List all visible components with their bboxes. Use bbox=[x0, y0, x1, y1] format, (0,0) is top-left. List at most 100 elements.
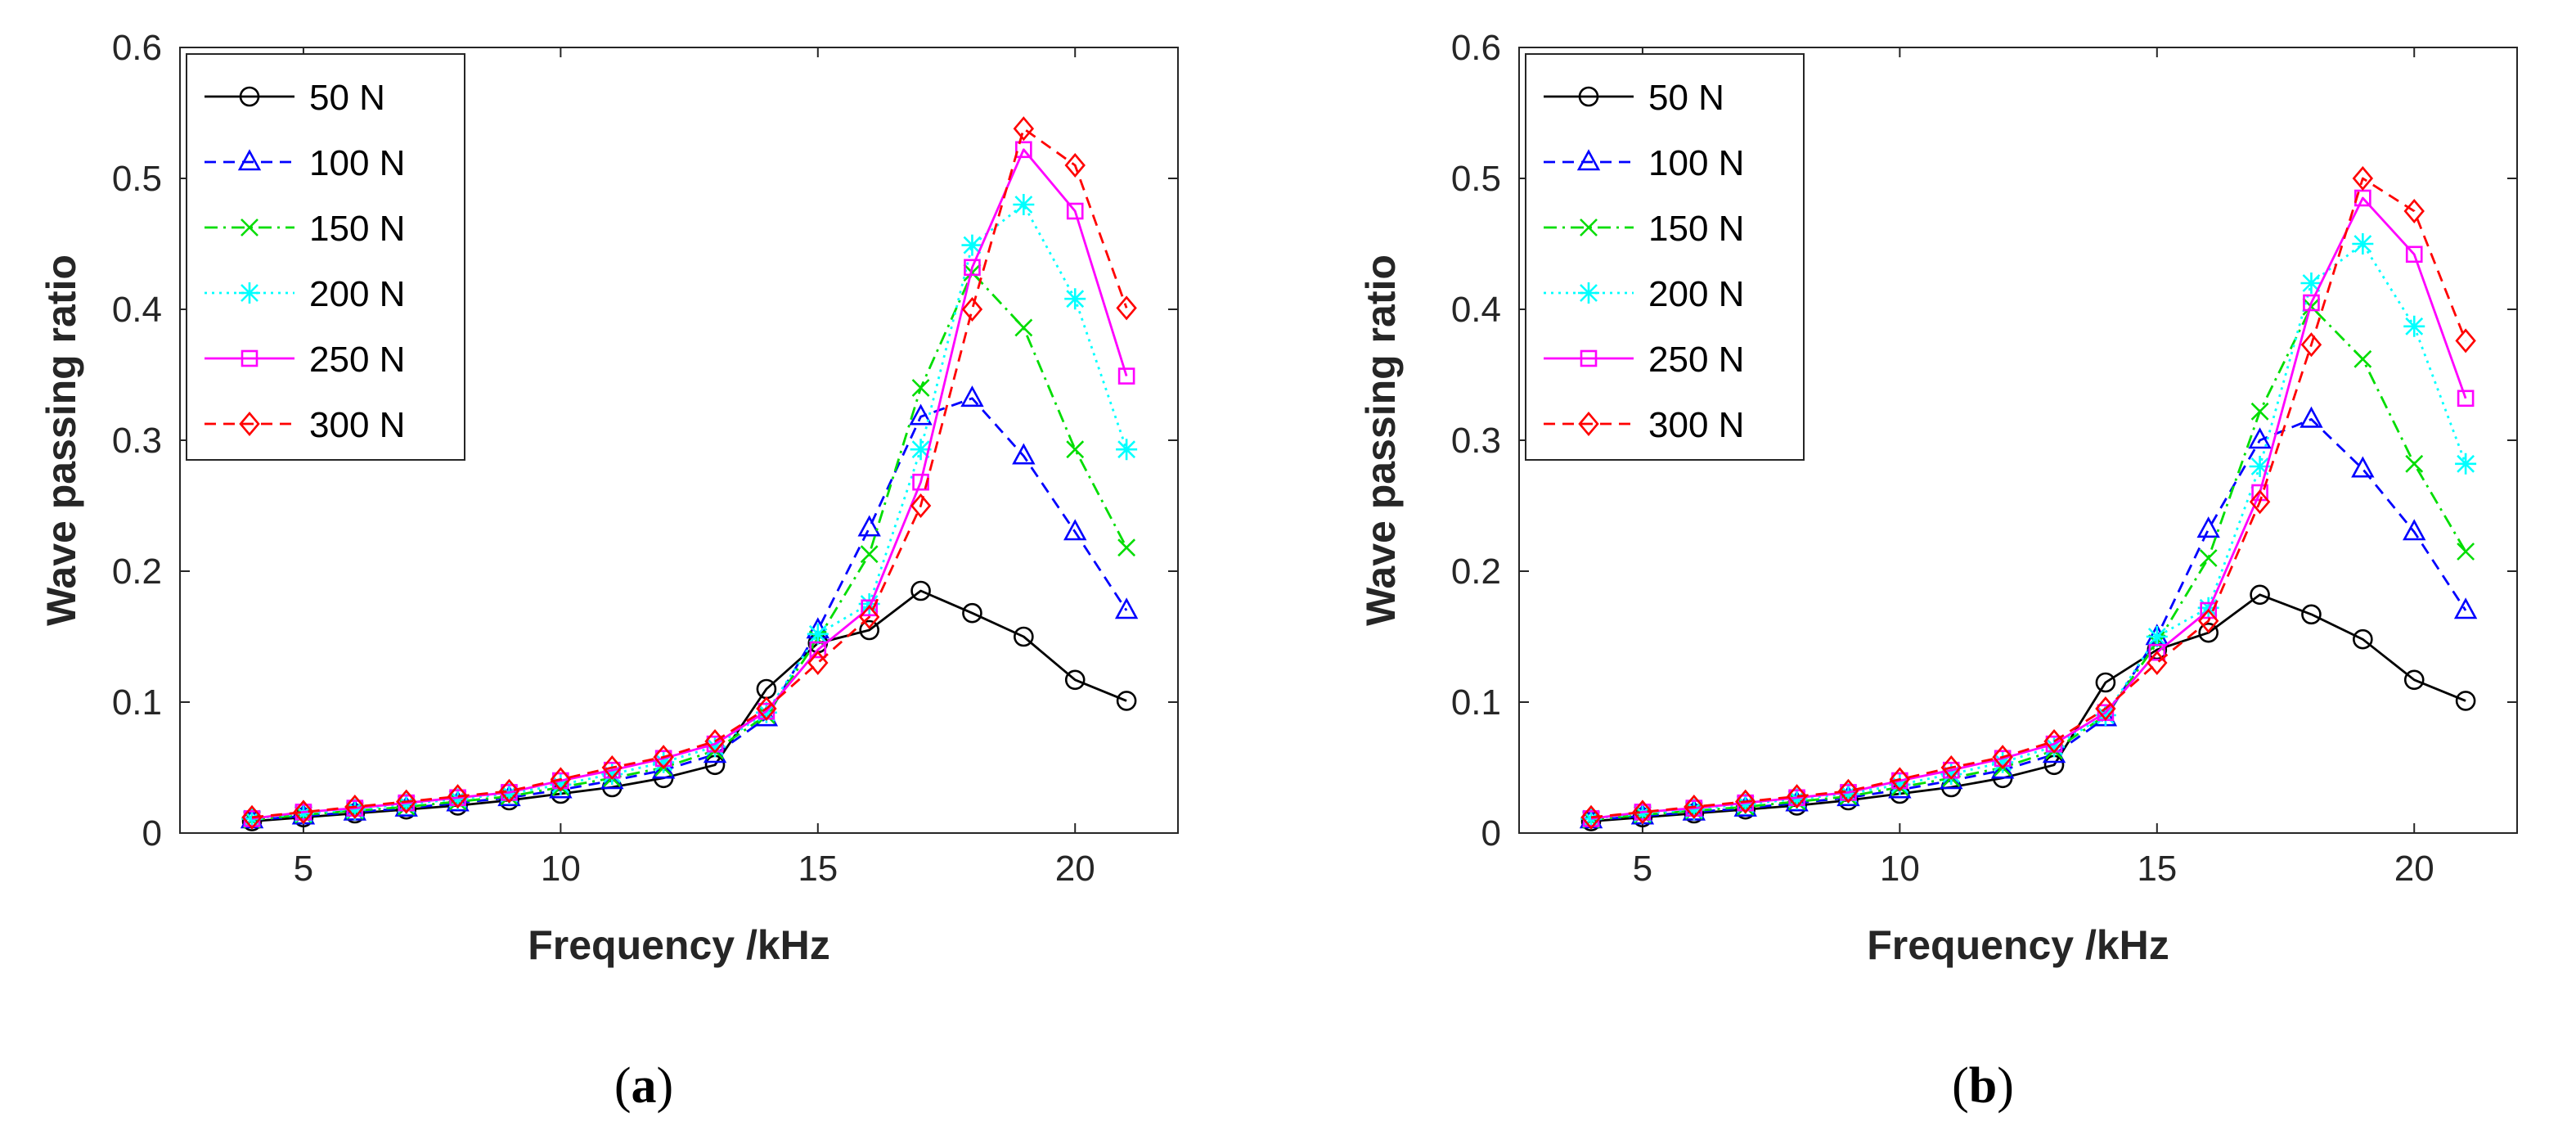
series-markers-b-3 bbox=[1580, 233, 2477, 830]
data-point-a-3-0 bbox=[241, 808, 263, 830]
data-point-b-4-17 bbox=[2457, 390, 2475, 408]
data-point-b-3-11 bbox=[2146, 626, 2168, 647]
legend-label-b-0: 50 N bbox=[1648, 78, 1724, 118]
data-point-b-0-15 bbox=[2353, 628, 2373, 650]
x-tick-label-a-0: 5 bbox=[294, 849, 313, 889]
data-point-a-3-15 bbox=[1013, 194, 1035, 215]
legend-marker-b-5 bbox=[1578, 411, 1599, 437]
y-tick-label-a-5: 0.5 bbox=[112, 159, 162, 199]
data-point-a-3-6 bbox=[550, 773, 572, 795]
data-point-a-4-16 bbox=[1066, 202, 1084, 220]
data-point-a-3-1 bbox=[292, 803, 314, 824]
x-tick-label-a-1: 10 bbox=[541, 849, 581, 889]
data-point-a-3-7 bbox=[601, 763, 623, 785]
data-point-a-3-16 bbox=[1064, 288, 1086, 310]
data-point-b-4-11 bbox=[2148, 643, 2166, 661]
data-point-a-1-12 bbox=[857, 515, 881, 537]
data-point-a-0-17 bbox=[1116, 691, 1137, 711]
data-point-b-3-13 bbox=[2249, 456, 2271, 477]
y-tick-label-a-1: 0.1 bbox=[112, 682, 162, 723]
legend-marker-b-3 bbox=[1578, 282, 1599, 304]
series-line-b-1 bbox=[1590, 418, 2467, 822]
series-line-b-5 bbox=[1590, 177, 2467, 819]
legend-box-a bbox=[186, 53, 465, 461]
data-point-b-0-16 bbox=[2403, 669, 2425, 691]
legend-marker-a-5 bbox=[239, 411, 260, 437]
data-point-b-3-17 bbox=[2455, 453, 2477, 475]
series-layer-b bbox=[1579, 165, 2478, 831]
data-point-a-5-13 bbox=[910, 493, 932, 519]
data-point-a-1-13 bbox=[909, 403, 933, 426]
legend-marker-a-1 bbox=[237, 149, 262, 171]
y-tick-label-b-3: 0.3 bbox=[1451, 421, 1501, 461]
x-axis-label-a: Frequency /kHz bbox=[528, 922, 830, 968]
data-point-b-5-9 bbox=[2043, 728, 2065, 754]
legend-label-a-0: 50 N bbox=[309, 78, 385, 118]
data-point-b-5-15 bbox=[2352, 165, 2374, 191]
data-point-a-3-2 bbox=[344, 799, 366, 821]
data-point-b-0-17 bbox=[2455, 691, 2476, 711]
y-axis-label-a: Wave passing ratio bbox=[38, 254, 84, 626]
data-point-a-5-5 bbox=[498, 778, 520, 804]
data-point-b-5-12 bbox=[2197, 608, 2219, 633]
x-tick-label-a-2: 15 bbox=[798, 849, 838, 889]
chart-panel-a: 5 10 15 20 0 0.1 0.2 0.3 0.4 0.5 0.6 50 N 100 N 150 … bbox=[38, 28, 1179, 1114]
legend-marker-b-0 bbox=[1578, 86, 1599, 107]
data-point-a-3-5 bbox=[498, 783, 520, 804]
data-point-a-2-12 bbox=[860, 545, 879, 564]
legend-label-a-5: 300 N bbox=[309, 405, 405, 445]
series-line-a-1 bbox=[251, 397, 1128, 822]
legend-label-a-3: 200 N bbox=[309, 274, 405, 314]
y-tick-label-a-3: 0.3 bbox=[112, 421, 162, 461]
x-axis-label-b: Frequency /kHz bbox=[1867, 922, 2169, 968]
data-point-b-1-17 bbox=[2453, 597, 2478, 619]
panel-label-b-letter: b bbox=[1969, 1058, 1997, 1114]
legend-marker-b-2 bbox=[1580, 218, 1598, 236]
data-point-b-4-16 bbox=[2405, 245, 2423, 263]
data-point-a-0-14 bbox=[962, 602, 982, 624]
data-point-b-3-9 bbox=[2043, 736, 2066, 758]
series-line-b-3 bbox=[1590, 242, 2467, 820]
y-tick-label-b-6: 0.6 bbox=[1451, 28, 1501, 68]
data-point-b-3-5 bbox=[1837, 783, 1859, 804]
legend-label-b-1: 100 N bbox=[1648, 143, 1744, 183]
data-point-b-3-1 bbox=[1631, 803, 1653, 824]
data-point-b-5-1 bbox=[1632, 799, 1653, 825]
data-point-b-3-10 bbox=[2094, 705, 2116, 726]
legend-label-a-2: 150 N bbox=[309, 209, 405, 249]
data-point-b-5-14 bbox=[2300, 332, 2322, 358]
legend-marker-a-3 bbox=[239, 282, 260, 304]
legend-box-b bbox=[1525, 53, 1805, 461]
data-point-a-5-3 bbox=[395, 789, 417, 814]
y-axis-label-b: Wave passing ratio bbox=[1358, 254, 1404, 626]
data-point-b-3-8 bbox=[1992, 751, 2014, 773]
data-point-a-4-13 bbox=[912, 473, 929, 491]
y-tick-label-b-2: 0.2 bbox=[1451, 552, 1501, 592]
data-point-a-5-11 bbox=[807, 650, 829, 676]
legend-marker-b-1 bbox=[1576, 149, 1601, 171]
data-point-a-5-15 bbox=[1013, 116, 1035, 142]
x-tick-label-a-3: 20 bbox=[1055, 849, 1095, 889]
y-tick-label-b-5: 0.5 bbox=[1451, 159, 1501, 199]
data-point-a-3-8 bbox=[653, 751, 675, 773]
data-point-a-5-2 bbox=[344, 794, 366, 820]
data-point-a-2-13 bbox=[911, 379, 930, 397]
data-point-b-3-2 bbox=[1683, 799, 1705, 821]
data-point-a-0-15 bbox=[1014, 626, 1034, 647]
data-point-a-5-8 bbox=[653, 745, 674, 770]
data-point-a-5-16 bbox=[1064, 152, 1086, 178]
data-point-a-5-12 bbox=[858, 604, 880, 630]
series-markers-b-5 bbox=[1580, 165, 2476, 830]
data-point-b-5-3 bbox=[1734, 789, 1756, 814]
data-point-b-2-15 bbox=[2353, 349, 2372, 368]
data-point-b-0-13 bbox=[2250, 584, 2270, 606]
data-point-a-2-14 bbox=[963, 263, 982, 282]
x-tick-label-b-3: 20 bbox=[2394, 849, 2434, 889]
data-point-b-5-7 bbox=[1940, 754, 1962, 781]
data-point-a-3-11 bbox=[807, 623, 829, 645]
data-point-a-3-12 bbox=[858, 593, 880, 615]
data-point-b-4-12 bbox=[2200, 601, 2217, 619]
data-point-b-0-10 bbox=[2095, 672, 2116, 693]
legend-marker-a-4 bbox=[241, 349, 258, 367]
data-point-a-5-4 bbox=[447, 784, 469, 809]
